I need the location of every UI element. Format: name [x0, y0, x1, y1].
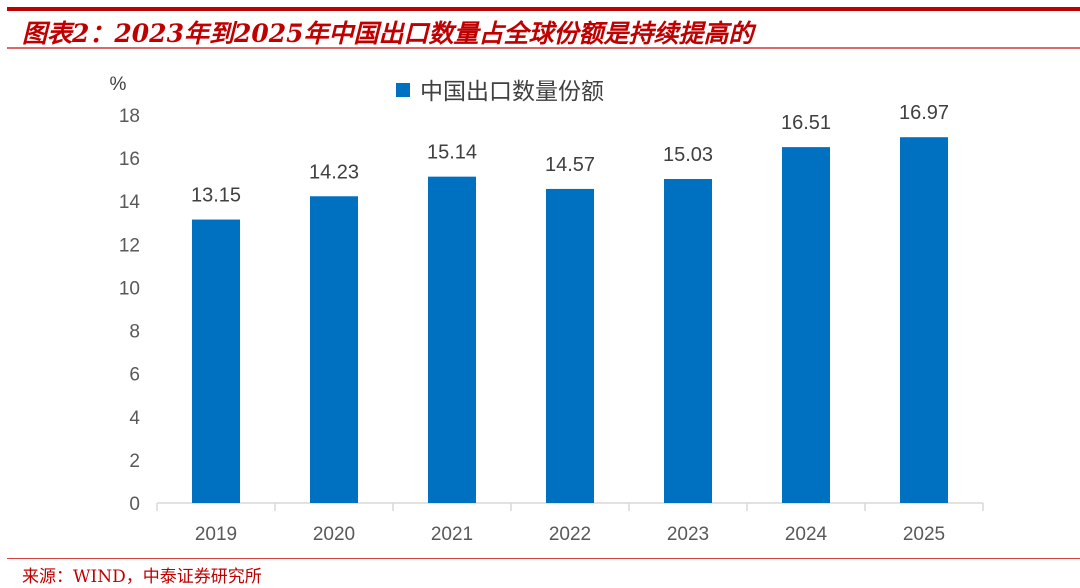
x-tick-label: 2025: [903, 524, 945, 545]
y-tick-label: 10: [119, 278, 140, 299]
y-tick-label: 2: [129, 451, 140, 472]
figure-title: 图表2：2023年到2025年中国出口数量占全球份额是持续提高的: [22, 19, 754, 48]
bar-2023: [664, 179, 712, 503]
y-tick-label: 8: [129, 322, 140, 343]
bar-2021: [428, 176, 476, 503]
data-label: 16.97: [899, 102, 949, 124]
data-label: 13.15: [191, 185, 241, 207]
data-label: 14.57: [545, 154, 595, 176]
data-label: 15.14: [427, 142, 477, 164]
y-tick-label: 18: [119, 106, 140, 127]
bar-2025: [900, 137, 948, 504]
data-label: 16.51: [781, 112, 831, 134]
x-tick-label: 2023: [667, 524, 709, 545]
y-tick-label: 6: [129, 365, 140, 386]
bar-2019: [192, 219, 240, 504]
y-tick-label: 14: [119, 192, 141, 213]
x-tick-label: 2021: [431, 524, 473, 545]
x-tick-label: 2024: [785, 524, 828, 545]
y-axis-label: %: [110, 74, 127, 95]
y-tick-label: 0: [129, 494, 140, 515]
y-tick-label: 16: [119, 149, 140, 170]
title-bottom-rule: [7, 47, 1080, 49]
x-tick-label: 2020: [313, 524, 355, 545]
title-top-rule: [7, 7, 1080, 11]
bar-2020: [310, 196, 358, 503]
legend-label: 中国出口数量份额: [420, 78, 604, 104]
bar-2024: [782, 147, 830, 503]
x-tick-label: 2022: [549, 524, 591, 545]
source-note: 来源：WIND，中泰证券研究所: [22, 567, 262, 587]
legend-swatch: [396, 83, 410, 97]
x-tick-label: 2019: [195, 524, 237, 545]
y-tick-label: 12: [119, 235, 140, 256]
y-tick-label: 4: [129, 408, 140, 429]
bar-2022: [546, 188, 594, 504]
data-label: 15.03: [663, 144, 713, 166]
source-rule: [7, 558, 1080, 559]
data-label: 14.23: [309, 161, 359, 183]
